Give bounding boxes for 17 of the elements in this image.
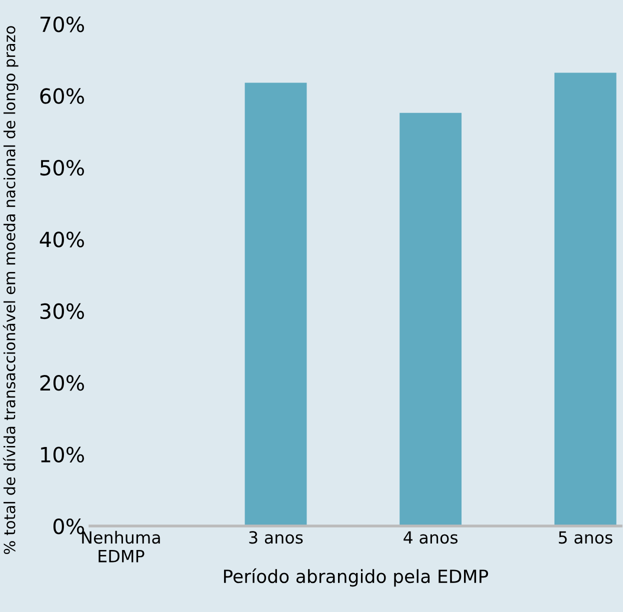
y-tick-label: 70%	[40, 16, 84, 32]
y-tick-label: 20%	[40, 375, 84, 391]
y-tick-label: 10%	[41, 446, 84, 462]
x-tick-label: Nenhuma EDMP	[82, 530, 160, 562]
y-axis-title: % total de dívida transaccionável em moeda nacional de longo prazo	[2, 26, 18, 554]
x-tick-label: 3 anos	[249, 531, 303, 544]
bar	[244, 82, 307, 526]
y-tick-label: 60%	[40, 88, 84, 104]
y-tick-label: 0%	[53, 518, 84, 534]
y-tick-label: 50%	[40, 160, 84, 176]
bar	[400, 112, 462, 526]
x-tick-label: 5 anos	[558, 531, 612, 544]
bar	[554, 72, 616, 526]
y-tick-label: 40%	[40, 232, 84, 248]
x-axis-title: Período abrangido pela EDMP	[224, 568, 488, 587]
y-tick-label: 30%	[40, 303, 84, 320]
x-tick-label: 4 anos	[404, 531, 458, 544]
